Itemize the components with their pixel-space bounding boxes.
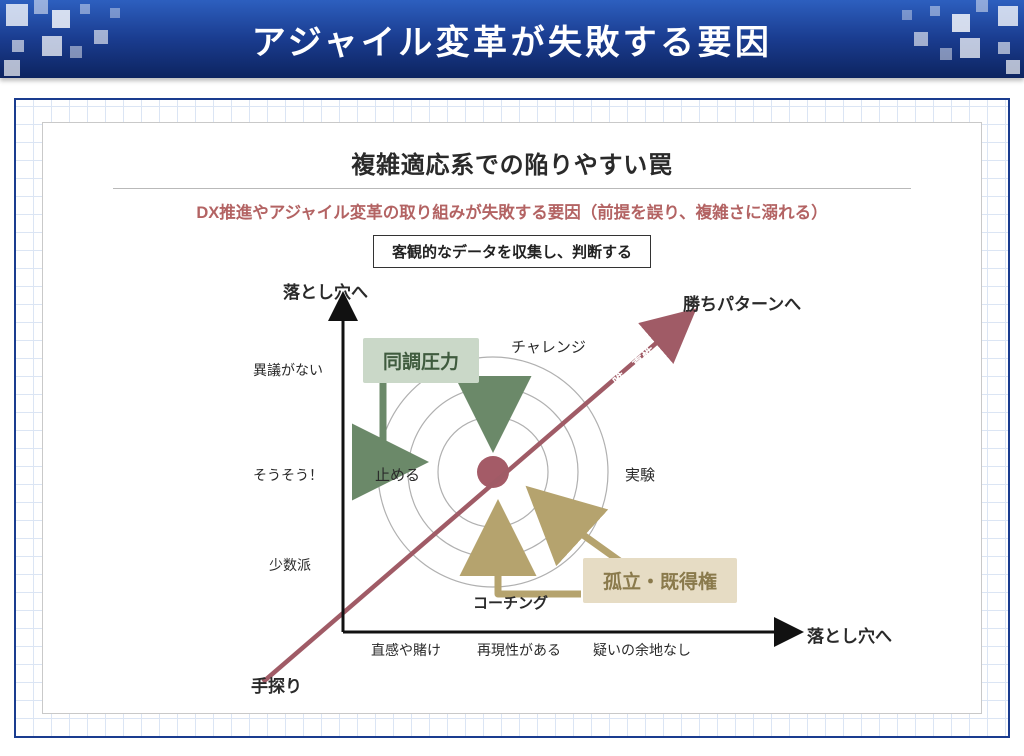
diagram: 唯一真性 落とし穴へ 落とし穴へ 勝ちパターンへ 手探り 異議がない そうそう！… bbox=[73, 272, 951, 692]
x-tick-2: 疑いの余地なし bbox=[593, 640, 691, 660]
ring-label-left: 止める bbox=[375, 464, 420, 485]
inner-card: 複雑適応系での陥りやすい罠 DX推進やアジャイル変革の取り組みが失敗する要因（前… bbox=[42, 122, 982, 714]
x-tick-0: 直感や賭け bbox=[371, 640, 441, 660]
card-subtitle: DX推進やアジャイル変革の取り組みが失敗する要因（前提を誤り、複雑さに溺れる） bbox=[73, 199, 951, 223]
callout-peer-pressure: 同調圧力 bbox=[363, 338, 479, 383]
ring-label-top: チャレンジ bbox=[511, 336, 586, 357]
content-frame: 複雑適応系での陥りやすい罠 DX推進やアジャイル変革の取り組みが失敗する要因（前… bbox=[14, 98, 1010, 738]
callout-isolation: 孤立・既得権 bbox=[583, 558, 737, 603]
ring-label-bottom: コーチング bbox=[473, 592, 548, 613]
card-title: 複雑適応系での陥りやすい罠 bbox=[73, 145, 951, 180]
x-axis-label: 落とし穴へ bbox=[807, 622, 892, 647]
y-axis-label: 落とし穴へ bbox=[283, 278, 368, 303]
banner-deco-right bbox=[864, 0, 1024, 78]
page-banner: アジャイル変革が失敗する要因 bbox=[0, 0, 1024, 78]
origin-label: 手探り bbox=[251, 672, 302, 697]
banner-title: アジャイル変革が失敗する要因 bbox=[252, 15, 773, 64]
diagonal-end-label: 勝ちパターンへ bbox=[683, 290, 801, 315]
diagonal-line-label: 唯一真性 bbox=[610, 344, 659, 389]
y-tick-1: そうそう！ bbox=[253, 465, 323, 485]
y-tick-2: 少数派 bbox=[269, 555, 311, 575]
banner-deco-left bbox=[0, 0, 160, 78]
ring-label-right: 実験 bbox=[625, 464, 655, 485]
peer-pressure-arrows bbox=[383, 380, 493, 462]
divider bbox=[113, 188, 911, 189]
x-tick-1: 再現性がある bbox=[477, 640, 561, 660]
top-box: 客観的なデータを収集し、判断する bbox=[373, 235, 651, 268]
y-tick-0: 異議がない bbox=[253, 360, 323, 380]
